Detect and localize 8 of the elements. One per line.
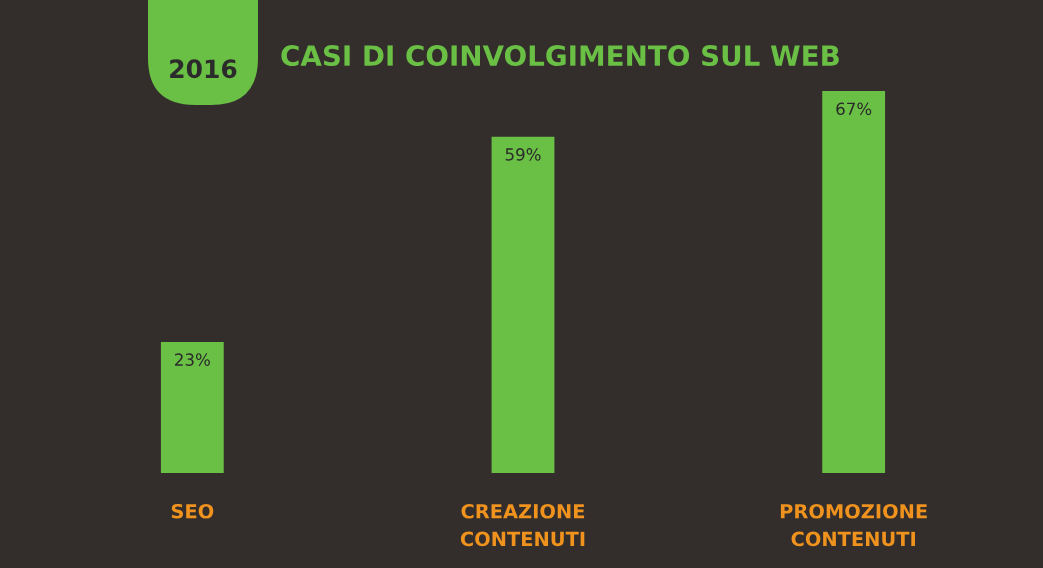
chart-subtitle: 2016 [170, 59, 237, 79]
x-tick-label: PROMOZIONE CONTENUTI [780, 503, 927, 547]
chart-title: CASI DI COINVOLGIMENTO SUL WEB [281, 45, 839, 67]
data-label: 23% [175, 353, 210, 366]
x-tick-label: SEO [171, 503, 214, 519]
x-tick-label: CREAZIONE CONTENUTI [460, 503, 585, 547]
data-label: 67% [836, 102, 872, 116]
data-label: 59% [505, 148, 541, 161]
